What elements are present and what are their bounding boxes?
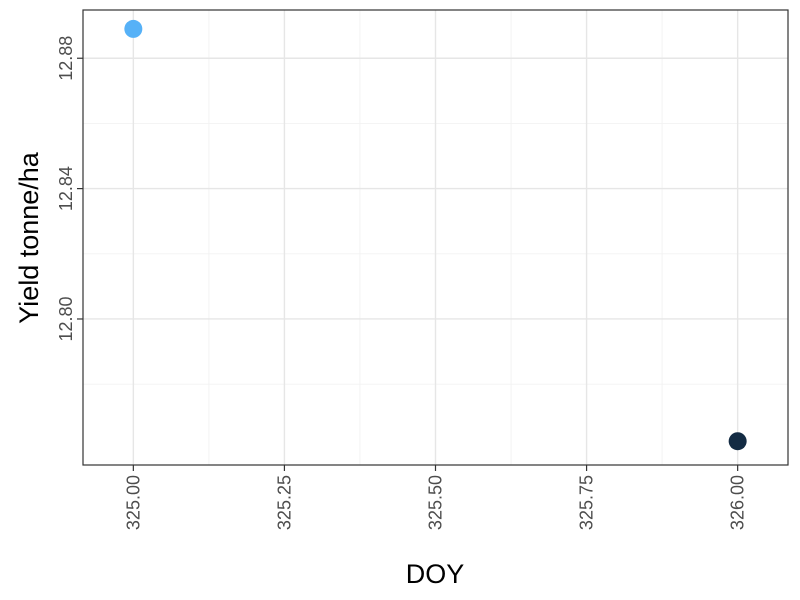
major-grid — [83, 10, 788, 465]
x-axis-title: DOY — [406, 559, 465, 589]
y-axis: 12.80 12.84 12.88 — [56, 36, 83, 342]
x-tick-label: 325.50 — [426, 475, 446, 530]
x-tick-label: 325.25 — [274, 475, 294, 530]
x-tick-label: 325.00 — [123, 475, 143, 530]
y-tick-label: 12.80 — [56, 296, 76, 341]
y-tick-label: 12.84 — [56, 166, 76, 211]
y-tick-label: 12.88 — [56, 36, 76, 81]
y-axis-title: Yield tonne/ha — [14, 151, 44, 324]
data-point — [124, 19, 143, 38]
x-tick-label: 325.75 — [577, 475, 597, 530]
x-tick-label: 326.00 — [728, 475, 748, 530]
x-axis: 325.00 325.25 325.50 325.75 326.00 — [123, 465, 748, 530]
data-points — [124, 19, 747, 451]
data-point — [728, 432, 747, 451]
